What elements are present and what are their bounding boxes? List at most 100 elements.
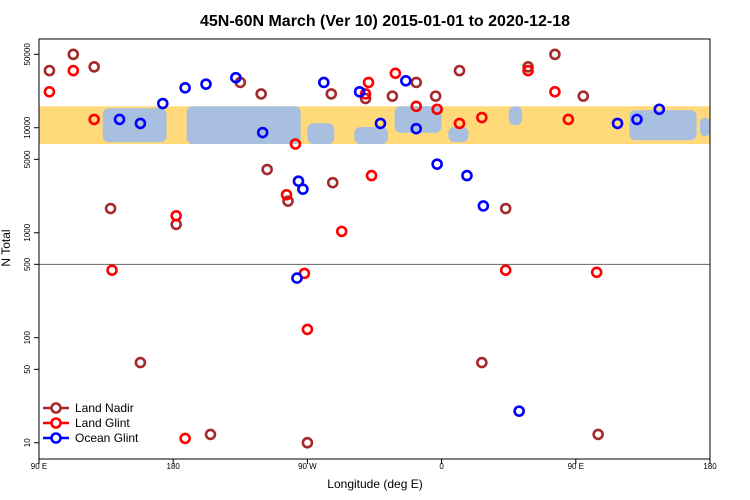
- land-nadir-point: [325, 88, 338, 100]
- land-glint-point: [590, 266, 603, 279]
- map-ocean-region: [629, 110, 697, 141]
- x-tick-label: 90 E: [31, 462, 47, 471]
- y-axis-label: N Total: [0, 229, 13, 266]
- legend-label-land-nadir: Land Nadir: [75, 401, 134, 415]
- land-nadir-point: [67, 48, 80, 61]
- land-glint-point: [453, 117, 466, 130]
- ocean-glint-point: [477, 200, 490, 212]
- x-axis: 90 E 180 90 W 0 90 E 180: [31, 459, 717, 471]
- map-ocean-region: [394, 106, 442, 133]
- x-tick-label: 90 W: [298, 462, 317, 471]
- x-tick-label: 180: [167, 462, 181, 471]
- ocean-glint-point: [291, 272, 303, 284]
- legend-marker-land-glint: [50, 417, 62, 429]
- legend-marker-ocean-glint: [50, 432, 62, 444]
- land-glint-point: [476, 111, 488, 124]
- land-glint-point: [562, 113, 575, 126]
- map-ocean-region: [699, 117, 710, 137]
- ocean-glint-point: [353, 85, 366, 98]
- land-glint-point: [280, 188, 293, 201]
- ocean-glint-point: [230, 71, 242, 84]
- land-glint-point: [362, 76, 375, 89]
- map-ocean-region: [508, 106, 523, 126]
- land-nadir-point: [386, 90, 399, 102]
- land-nadir-point: [282, 195, 294, 207]
- land-nadir-point: [592, 428, 604, 441]
- chart-title: 45N-60N March (Ver 10) 2015-01-01 to 202…: [200, 13, 570, 30]
- ocean-glint-point: [461, 169, 473, 182]
- y-tick-label: 500: [23, 257, 32, 271]
- map-ocean-region: [186, 106, 301, 144]
- ocean-glint-point: [513, 405, 525, 417]
- land-nadir-point: [204, 428, 217, 441]
- land-nadir-point: [522, 61, 534, 73]
- ocean-glint-point: [256, 126, 269, 139]
- land-glint-point: [431, 103, 443, 116]
- ocean-glint-point: [134, 117, 147, 130]
- ocean-glint-point: [653, 103, 666, 116]
- land-glint-point: [365, 169, 378, 182]
- ocean-glint-point: [179, 82, 191, 94]
- land-glint-point: [335, 225, 348, 238]
- y-tick-label: 1000: [23, 223, 32, 241]
- land-glint-point: [289, 138, 302, 150]
- land-nadir-point: [88, 61, 100, 73]
- land-nadir-point: [410, 76, 423, 89]
- map-ocean-region: [102, 108, 167, 143]
- land-glint-point: [43, 85, 56, 98]
- land-nadir-point: [499, 202, 512, 215]
- legend-marker-land-nadir: [50, 402, 62, 414]
- land-glint-point: [301, 323, 314, 336]
- ocean-glint-point: [200, 78, 212, 90]
- ocean-glint-point: [431, 158, 443, 170]
- map-ocean-region: [354, 127, 388, 144]
- y-tick-label: 10: [23, 438, 32, 447]
- land-glint-point: [67, 64, 80, 77]
- land-glint-point: [170, 209, 182, 222]
- y-tick-label: 50: [23, 364, 32, 373]
- ocean-glint-point: [410, 122, 423, 135]
- land-nadir-point: [476, 356, 488, 369]
- ocean-glint-point: [611, 117, 624, 130]
- ocean-glint-point: [113, 113, 126, 126]
- land-glint-point: [522, 64, 534, 77]
- land-nadir-point: [453, 64, 466, 77]
- x-tick-label: 0: [439, 462, 444, 471]
- land-nadir-point: [577, 90, 590, 102]
- ocean-glint-point: [297, 183, 309, 195]
- map-ocean-region: [448, 127, 469, 143]
- land-glint-point: [410, 100, 423, 113]
- x-tick-label: 90 E: [568, 462, 584, 471]
- land-glint-point: [389, 67, 402, 80]
- world-map-band: [39, 106, 710, 144]
- ocean-glint-point: [374, 117, 387, 130]
- ocean-glint-point: [156, 97, 169, 110]
- legend-label-land-glint: Land Glint: [75, 416, 130, 430]
- ocean-glint-point: [318, 76, 330, 89]
- land-nadir-point: [359, 92, 372, 105]
- land-nadir-point: [134, 356, 147, 369]
- y-tick-label: 100: [23, 331, 32, 345]
- y-tick-label: 5000: [23, 150, 32, 168]
- map-ocean-region: [307, 123, 335, 144]
- land-glint-point: [179, 432, 191, 445]
- land-nadir-point: [429, 90, 442, 102]
- land-nadir-point: [43, 64, 56, 77]
- land-glint-point: [359, 88, 372, 100]
- land-glint-point: [499, 264, 512, 276]
- land-glint-point: [549, 85, 561, 98]
- land-glint-point: [88, 113, 100, 126]
- ocean-glint-point: [631, 113, 643, 126]
- y-tick-label: 10000: [23, 116, 32, 139]
- land-nadir-point: [261, 163, 273, 176]
- ocean-glint-point: [400, 74, 412, 87]
- land-nadir-point: [255, 88, 267, 100]
- plot-frame: [38, 38, 711, 460]
- y-tick-label: 50000: [23, 43, 32, 66]
- land-nadir-point: [104, 202, 117, 215]
- y-axis: 10 50 100 500 1000 5000 10000 50000: [23, 43, 39, 447]
- x-axis-label: Longitude (deg E): [327, 477, 422, 491]
- data-points: [43, 48, 666, 449]
